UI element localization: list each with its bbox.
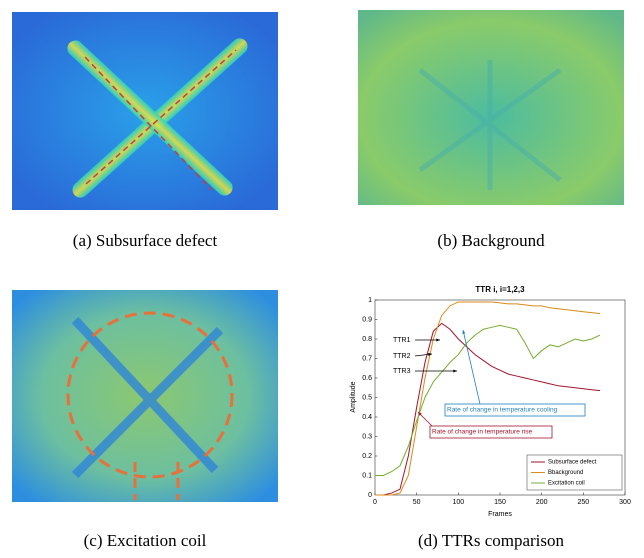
image-subsurface-defect [12,12,278,210]
legend-label: Subsurface defect [548,460,597,466]
caption: (b) Background [437,231,545,250]
legend-label: Excitation coil [548,481,585,487]
y-tick-label: 0.2 [362,453,372,460]
annotation: TTR1 [393,337,411,344]
y-tick-label: 0.4 [362,414,372,421]
y-axis-label: Amplitude [350,381,357,412]
figure: (a) Subsurface defect (b) Background (c)… [0,0,644,558]
x-tick-label: 0 [373,499,377,506]
annotation: TTR2 [393,353,411,360]
caption: (d) TTRs comparison [418,531,565,550]
y-tick-label: 1 [368,297,372,304]
y-tick-label: 0.3 [362,433,372,440]
annotation: Rate of change in temperature rise [432,429,532,436]
chart-title: TTR i, i=1,2,3 [475,285,525,294]
y-tick-label: 0 [368,492,372,499]
x-tick-label: 200 [536,499,548,506]
annotation: Rate of change in temperature cooling [447,407,558,414]
image-excitation-coil [12,290,278,502]
y-tick-label: 0.6 [362,375,372,382]
y-tick-label: 0.1 [362,472,372,479]
caption: (c) Excitation coil [84,531,207,550]
image-background [358,10,624,205]
y-tick-label: 0.8 [362,336,372,343]
y-tick-label: 0.5 [362,394,372,401]
annotation: TTR3 [393,368,411,375]
x-tick-label: 300 [619,499,631,506]
caption: (a) Subsurface defect [73,231,218,250]
y-tick-label: 0.9 [362,316,372,323]
x-tick-label: 250 [577,499,589,506]
legend-label: Bbackground [548,470,583,476]
x-tick-label: 50 [413,499,421,506]
x-axis-label: Frames [488,511,512,518]
x-tick-label: 100 [452,499,464,506]
x-tick-label: 150 [494,499,506,506]
y-tick-label: 0.7 [362,355,372,362]
